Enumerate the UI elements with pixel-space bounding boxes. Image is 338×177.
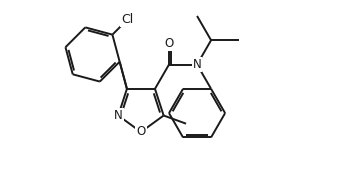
Text: O: O [164, 37, 174, 50]
Text: Cl: Cl [121, 13, 134, 26]
Text: N: N [193, 58, 201, 71]
Text: O: O [136, 125, 146, 138]
Text: N: N [114, 109, 123, 122]
